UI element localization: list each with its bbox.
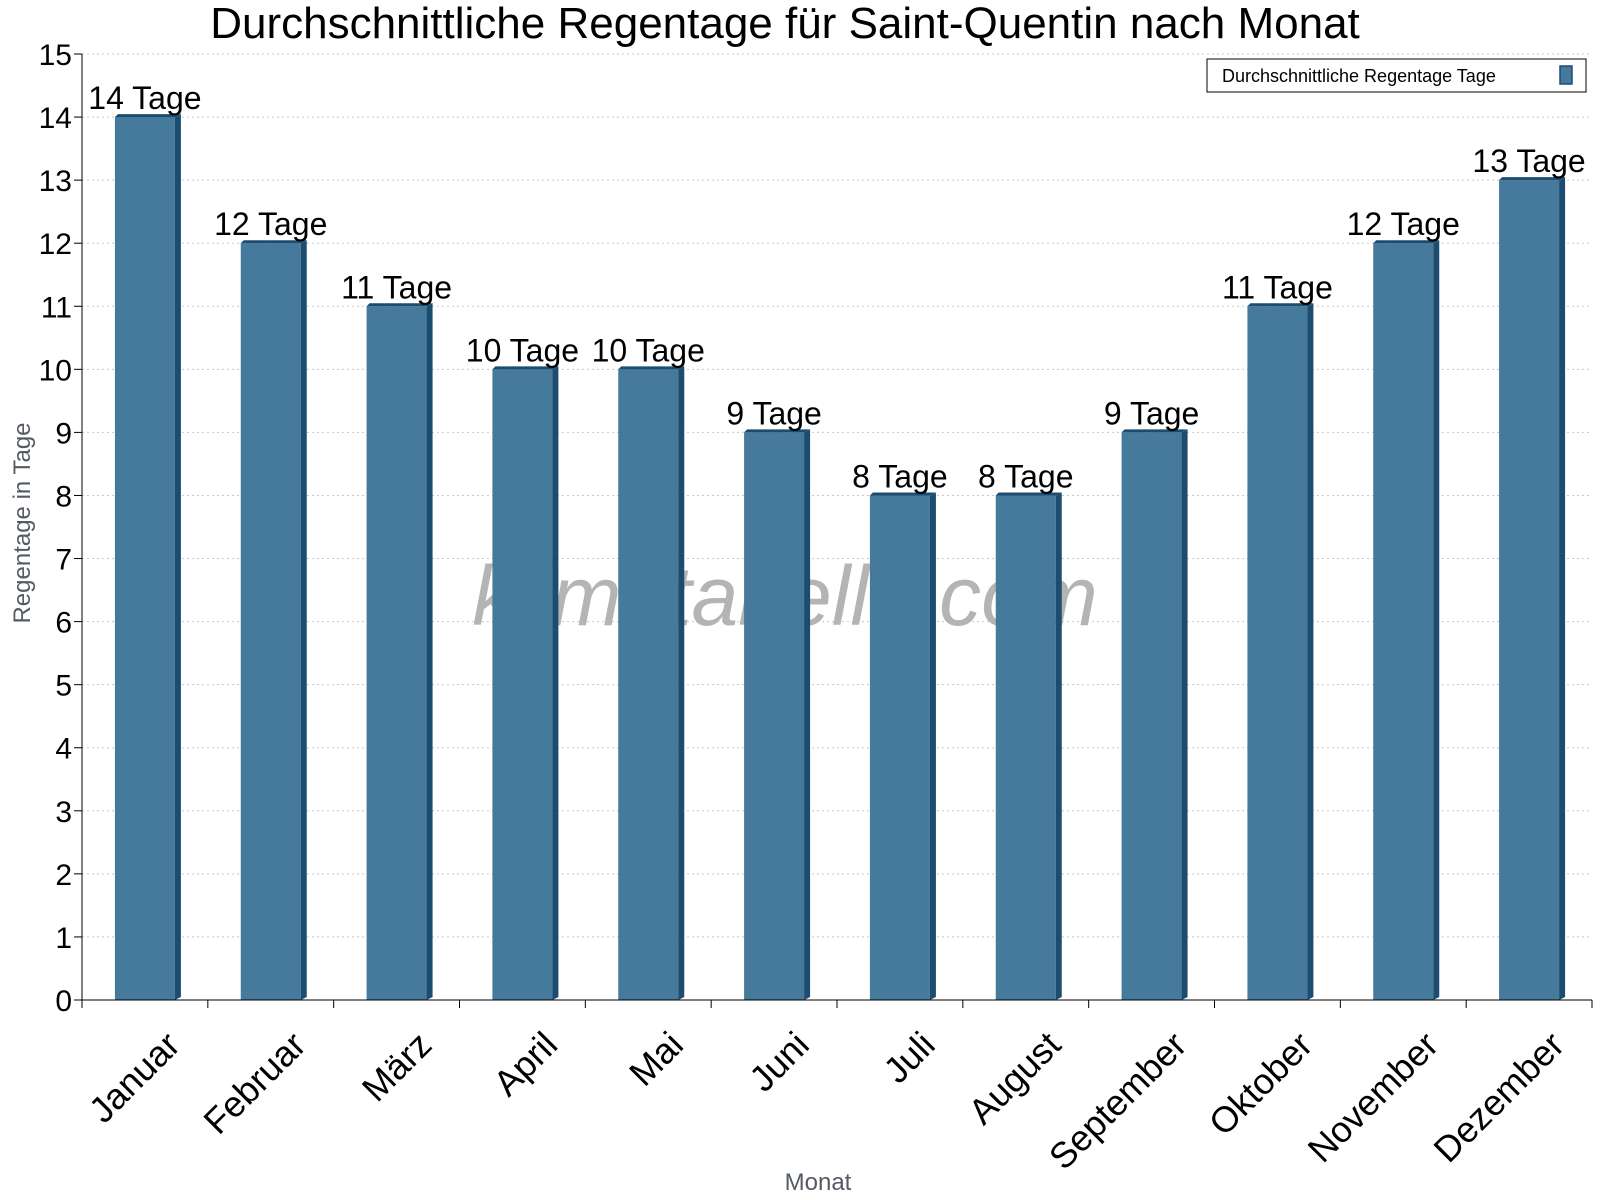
bar-side: [678, 366, 685, 1000]
y-tick-label: 13: [39, 165, 72, 198]
data-label: 10 Tage: [466, 332, 579, 368]
x-tick-label: Juni: [741, 1024, 817, 1100]
y-tick-label: 7: [55, 544, 72, 577]
x-tick-label: September: [1041, 1024, 1195, 1178]
y-tick-label: 9: [55, 417, 72, 450]
data-label: 9 Tage: [1104, 395, 1200, 431]
x-tick-label: August: [960, 1024, 1068, 1132]
bar-side: [1181, 429, 1188, 1000]
y-tick-label: 4: [55, 733, 72, 766]
bar-side: [552, 366, 559, 1000]
bar-side: [426, 303, 433, 1000]
data-labels: 14 Tage 12 Tage 11 Tage 10 Tage 10 Tage 9 Tag…: [88, 80, 1585, 494]
y-tick-label: 14: [39, 102, 72, 135]
x-tick-label: März: [354, 1024, 440, 1110]
x-tick-label: Dezember: [1425, 1024, 1571, 1170]
y-tick-label: 12: [39, 228, 72, 261]
legend-swatch: [1559, 65, 1573, 85]
y-tick-label: 6: [55, 607, 72, 640]
bar: [240, 243, 301, 1000]
bar-top: [744, 429, 811, 433]
bar: [114, 117, 175, 1001]
bars: [114, 114, 1566, 1001]
data-label: 8 Tage: [852, 458, 948, 494]
bar: [492, 369, 553, 1000]
y-tick-label: 3: [55, 796, 72, 829]
bar-top: [995, 492, 1062, 496]
x-tick-label: Januar: [81, 1024, 188, 1131]
bar: [618, 369, 679, 1000]
y-tick-label: 8: [55, 480, 72, 513]
bar: [995, 495, 1056, 1000]
bar: [1373, 243, 1434, 1000]
data-label: 12 Tage: [1347, 206, 1460, 242]
data-label: 10 Tage: [592, 332, 705, 368]
bar-top: [366, 303, 433, 307]
bar-top: [618, 366, 685, 370]
x-axis-label: Monat: [785, 1169, 852, 1196]
bar-top: [1247, 303, 1314, 307]
bar-top: [869, 492, 936, 496]
bar-top: [240, 240, 307, 244]
bar-top: [492, 366, 559, 370]
data-label: 9 Tage: [726, 395, 822, 431]
bar: [869, 495, 930, 1000]
data-label: 11 Tage: [341, 269, 452, 305]
y-tick-label: 11: [41, 291, 72, 324]
chart-title: Durchschnittliche Regentage für Saint-Qu…: [210, 0, 1360, 48]
x-tick-label: November: [1300, 1024, 1446, 1170]
x-tick-label: Oktober: [1201, 1024, 1321, 1144]
bar-side: [300, 240, 307, 1000]
y-tick-label: 2: [55, 859, 72, 892]
data-label: 14 Tage: [88, 80, 201, 116]
bar-side: [1433, 240, 1440, 1000]
data-label: 13 Tage: [1472, 143, 1585, 179]
y-tick-label: 1: [55, 922, 72, 955]
bar-side: [804, 429, 811, 1000]
data-label: 8 Tage: [978, 458, 1074, 494]
bar-side: [1559, 177, 1566, 1001]
y-tick-label: 5: [55, 670, 72, 703]
bar-top: [1373, 240, 1440, 244]
bar: [1499, 180, 1560, 1001]
bar: [366, 306, 427, 1000]
bar-side: [929, 492, 936, 1000]
bar-side: [174, 114, 181, 1001]
legend: Durchschnittliche Regentage Tage: [1206, 58, 1587, 93]
bar: [744, 432, 805, 1000]
x-tick-label: Februar: [195, 1024, 313, 1142]
bar-top: [114, 114, 181, 118]
y-tick-label: 0: [55, 985, 72, 1018]
y-tick-label: 15: [39, 39, 72, 72]
y-axis-label: Regentage in Tage: [9, 422, 36, 623]
grid-lines: [82, 53, 1592, 938]
bar-top: [1121, 429, 1188, 433]
bar: [1121, 432, 1182, 1000]
x-tick-label: Mai: [621, 1024, 691, 1094]
x-tick-label: April: [485, 1024, 565, 1104]
bar: [1247, 306, 1308, 1000]
legend-label: Durchschnittliche Regentage Tage: [1222, 66, 1496, 86]
data-label: 11 Tage: [1222, 269, 1333, 305]
data-label: 12 Tage: [214, 206, 327, 242]
y-tick-label: 10: [39, 354, 72, 387]
bar-side: [1055, 492, 1062, 1000]
bar-top: [1499, 177, 1566, 181]
x-tick-label: Juli: [875, 1024, 942, 1091]
legend-box: [1206, 58, 1587, 93]
bar-side: [1307, 303, 1314, 1000]
